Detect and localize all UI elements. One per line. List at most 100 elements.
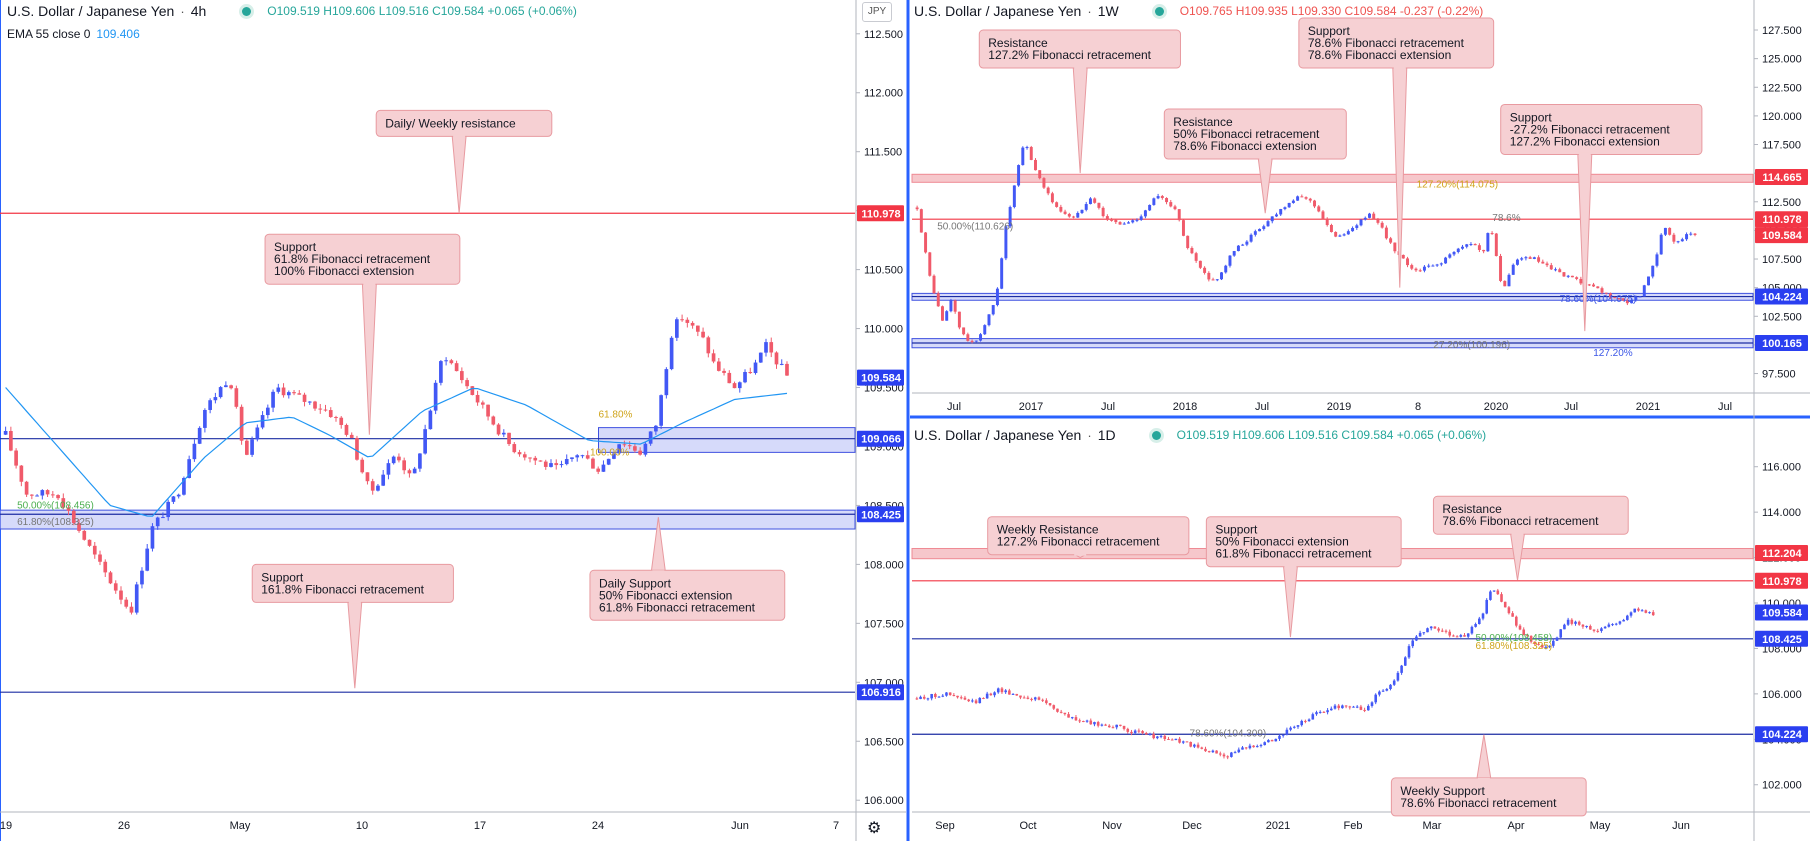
w1-candle-body [1063,211,1067,214]
price-badge-label: 112.204 [1762,548,1802,560]
callout-joint [652,570,665,574]
h4-candle-body [323,409,328,411]
d1-candle-body [1481,613,1485,619]
w1-candle-body [1274,214,1278,217]
w1-candle-body [1004,226,1008,259]
w1-fib-label: 127.20% [1593,348,1633,359]
d1-candle-body [1111,727,1115,729]
callout-joint [1477,777,1490,781]
d1-candle-body [1329,708,1333,711]
d1-candle-body [1318,711,1322,713]
callout-text: 61.8% Fibonacci retracement [1215,547,1372,561]
price-badge-label: 106.916 [861,687,901,699]
d1-candle-body [1385,689,1389,691]
d1-candle-body [1581,624,1585,627]
w1-candle-body [1101,207,1105,217]
d1-candle-body [1574,621,1577,624]
d1-candle-body [1378,691,1381,695]
d1-candle-body [1363,709,1366,711]
d1-candle-body [1122,725,1126,729]
d1-candle-body [948,692,952,696]
w1-candle-body [1456,248,1460,252]
h4-candle-body [439,361,443,383]
d1-candle-body [1648,612,1651,614]
d1-price-badge: 110.978 [1755,572,1808,589]
w1-candle-body [957,311,961,328]
w1-candle-body [1380,222,1384,228]
d1-candle-body [1011,693,1015,695]
callout-joint [363,282,376,286]
w1-interval[interactable]: 1W [1097,3,1119,19]
d1-candle-body [1263,742,1266,746]
price-badge-label: 110.978 [1762,214,1801,226]
h4-chart: 106.000106.500107.000107.500108.000108.5… [0,0,906,841]
d1-candle-body [1233,752,1237,754]
d1-candle-body [956,695,959,698]
h4-candle-body [286,392,291,396]
d1-candle-body [1640,610,1644,612]
h4-candle-body [465,380,469,387]
d1-candle-body [1400,665,1403,673]
callout-text: 127.2% Fibonacci retracement [997,535,1160,549]
h4-interval[interactable]: 4h [190,3,207,19]
w1-y-tick-label: 127.500 [1762,25,1802,37]
w1-candle-body [1046,187,1050,194]
callout-text: Weekly Resistance [997,523,1099,537]
d1-candle-body [1130,731,1133,734]
w1-candle-body [995,288,999,306]
callout-text: Daily Support [599,576,672,590]
ema-indicator-legend[interactable]: EMA 55 close 0 109.406 [7,27,140,41]
h4-candle-body [45,490,50,495]
w1-candle-body [1266,221,1270,227]
w1-candle-body [1177,209,1181,221]
h4-candle-body [522,454,527,458]
h4-candle-body [496,424,501,435]
d1-candle-body [1566,619,1570,625]
w1-candle-body [1515,259,1519,265]
d1-candle-body [1507,607,1511,614]
w1-candle-body [1072,216,1076,218]
h4-candle-body [245,440,249,455]
d1-candle-body [1019,695,1022,698]
w1-candle-body [1283,207,1287,210]
w1-candle-body [932,275,936,294]
w1-fib-label: 50.00%(110.626) [937,221,1013,232]
h4-candle-body [758,352,763,363]
w1-candle-body [1181,220,1185,236]
d1-interval[interactable]: 1D [1097,427,1116,443]
h4-candle-body [491,416,496,425]
callout-joint [348,600,361,604]
w1-candle-body [1304,197,1308,199]
callout-text: Support [1510,110,1553,124]
w1-candle-body [1287,202,1291,208]
d1-candle-body [1626,615,1629,620]
d1-candle-body [967,699,970,702]
w1-candle-body [1165,198,1169,203]
d1-candle-body [1355,706,1359,708]
callout-text: Resistance [1442,502,1502,516]
d1-candle-body [1611,624,1614,626]
w1-price-badge: 110.978 [1755,211,1808,228]
h4-candle-body [234,388,239,407]
w1-ohlc-values: O109.765 H109.935 L109.330 C109.584 -0.2… [1179,4,1484,18]
callout-joint [1578,152,1591,156]
d1-candle-body [1555,637,1559,641]
w1-candle-body [1000,258,1004,289]
h4-candle-body [680,319,684,321]
d1-candle-body [1281,734,1285,736]
w1-candle-body [1148,204,1152,211]
w1-candle-body [1537,257,1541,262]
h4-candle-body [732,383,737,389]
currency-button[interactable]: JPY [862,2,892,22]
d1-candle-body [952,695,956,697]
h4-candle-body [528,457,532,459]
w1-candle-body [991,305,995,315]
w1-candle-body [1389,238,1393,243]
h4-candle-body [659,395,663,426]
d1-candle-body [1422,632,1426,634]
settings-gear-icon[interactable]: ⚙ [867,820,882,837]
w1-candle-body [1241,244,1245,246]
